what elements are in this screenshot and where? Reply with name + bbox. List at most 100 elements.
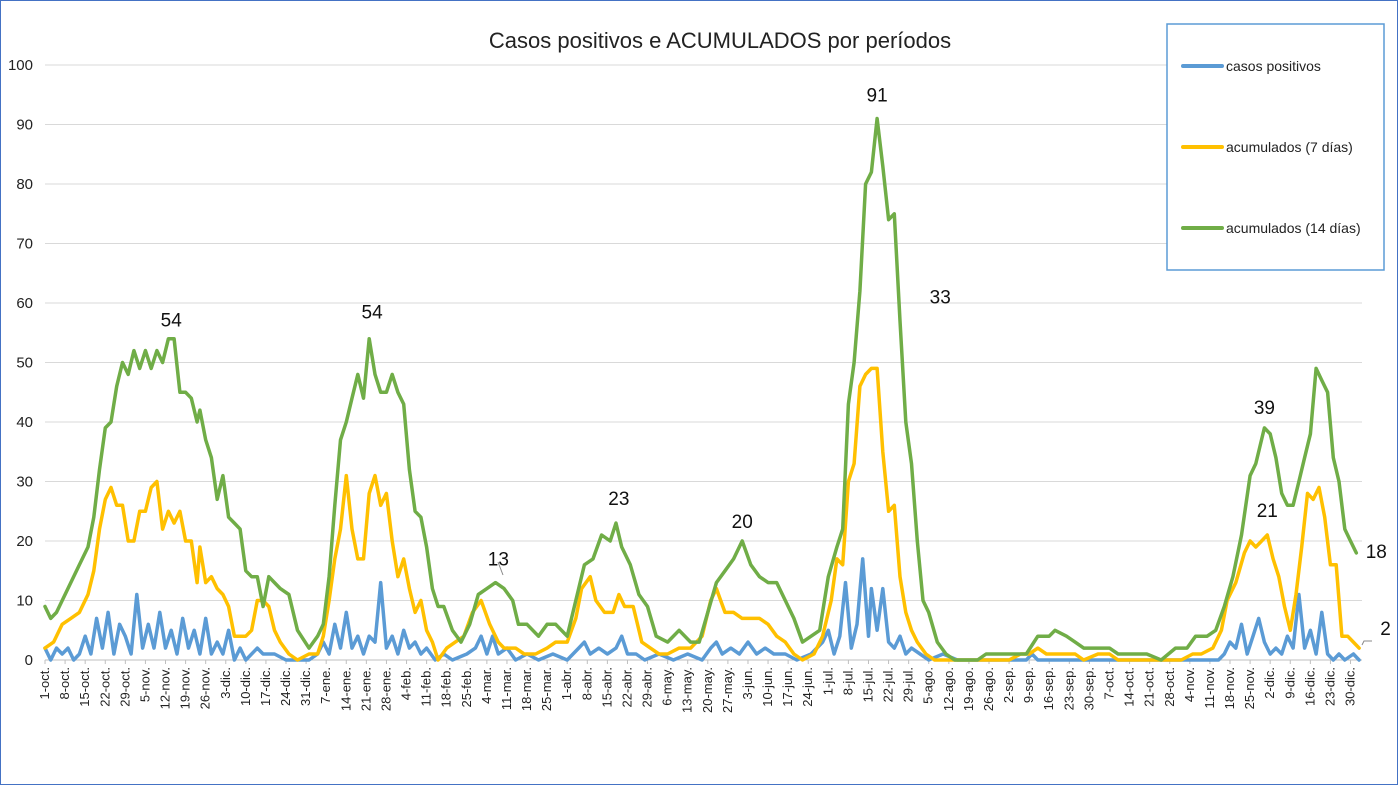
x-tick-label: 20-may. <box>700 667 715 713</box>
annotation-label: 39 <box>1254 398 1275 419</box>
x-axis-ticks: 1-oct. 8-oct. 15-oct. 22-oct. 29-oct. 5-nov. 1… <box>37 660 1358 713</box>
annotation-label: 54 <box>362 303 384 324</box>
x-tick-label: 25-nov. <box>1242 667 1257 709</box>
x-tick-label: 11-mar. <box>499 667 514 710</box>
x-tick-label: 2-dic. <box>1262 667 1277 699</box>
x-tick-label: 30-sep. <box>1081 667 1096 710</box>
annotation-label: 91 <box>867 86 888 107</box>
x-tick-label: 11-nov. <box>1202 667 1217 708</box>
x-tick-label: 13-may. <box>680 667 695 713</box>
x-tick-label: 30-dic. <box>1343 667 1358 706</box>
y-tick-label: 10 <box>16 593 33 610</box>
x-tick-label: 7-ene. <box>318 667 333 704</box>
x-tick-label: 29-abr. <box>640 667 655 707</box>
y-tick-label: 70 <box>16 236 33 253</box>
annotation-leader <box>1361 640 1372 646</box>
chart-title: Casos positivos e ACUMULADOS por período… <box>489 28 951 53</box>
x-tick-label: 1-jul. <box>820 667 835 695</box>
x-tick-label: 16-dic. <box>1302 667 1317 706</box>
annotations: 54 54 13 23 20 91 33 39 21 18 2 <box>161 86 1391 646</box>
x-tick-label: 1-oct. <box>37 667 52 700</box>
x-tick-label: 7-oct. <box>1102 667 1117 700</box>
x-tick-label: 23-dic. <box>1322 667 1337 706</box>
x-tick-label: 25-mar. <box>539 667 554 711</box>
x-tick-label: 26-nov. <box>198 667 213 709</box>
y-tick-label: 80 <box>16 176 33 193</box>
y-tick-label: 50 <box>16 355 33 372</box>
x-tick-label: 5-ago. <box>921 667 936 704</box>
y-tick-label: 20 <box>16 533 33 550</box>
x-tick-label: 15-jul. <box>860 667 875 702</box>
x-tick-label: 3-jun. <box>740 667 755 700</box>
x-tick-label: 12-nov. <box>158 667 173 709</box>
x-tick-label: 8-jul. <box>840 667 855 695</box>
y-tick-label: 0 <box>25 652 33 669</box>
x-tick-label: 19-ago. <box>961 667 976 711</box>
x-tick-label: 16-sep. <box>1041 667 1056 710</box>
x-tick-label: 9-sep. <box>1021 667 1036 703</box>
legend: casos positivos acumulados (7 días) acum… <box>1166 23 1385 271</box>
gridlines <box>45 64 1362 601</box>
x-tick-label: 6-may. <box>660 667 675 706</box>
y-tick-label: 40 <box>16 414 33 431</box>
legend-label-casos-positivos: casos positivos <box>1226 58 1321 74</box>
x-tick-label: 3-dic. <box>218 667 233 699</box>
x-tick-label: 18-mar. <box>519 667 534 711</box>
series-line-0 <box>43 557 1361 662</box>
x-tick-label: 4-feb. <box>399 667 414 700</box>
x-tick-label: 15-abr. <box>599 667 614 707</box>
annotation-label: 21 <box>1257 501 1278 522</box>
x-tick-label: 24-dic. <box>278 667 293 706</box>
x-tick-label: 19-nov. <box>178 667 193 709</box>
x-tick-label: 10-dic. <box>238 667 253 706</box>
x-tick-label: 23-sep. <box>1061 667 1076 710</box>
y-axis-ticks: 0 10 20 30 40 50 60 70 80 90 100 <box>8 57 33 669</box>
x-tick-label: 8-oct. <box>57 667 72 700</box>
x-tick-label: 31-dic. <box>298 667 313 706</box>
annotation-label: 54 <box>161 311 183 332</box>
x-tick-label: 26-ago. <box>981 667 996 711</box>
x-tick-label: 4-nov. <box>1182 667 1197 702</box>
x-tick-label: 17-dic. <box>258 667 273 706</box>
x-tick-label: 21-ene. <box>358 667 373 711</box>
x-tick-label: 14-ene. <box>338 667 353 711</box>
annotation-label: 2 <box>1380 619 1391 640</box>
x-tick-label: 18-nov. <box>1222 667 1237 709</box>
x-tick-label: 14-oct. <box>1122 667 1137 707</box>
x-tick-label: 17-jun. <box>780 667 795 707</box>
annotation-label: 13 <box>488 550 509 571</box>
x-tick-label: 18-feb. <box>439 667 454 707</box>
annotation-label: 20 <box>732 512 753 533</box>
legend-label-acumulados-7: acumulados (7 días) <box>1226 139 1353 155</box>
x-tick-label: 1-abr. <box>559 667 574 700</box>
series-lines <box>43 116 1361 662</box>
y-tick-label: 100 <box>8 57 33 74</box>
x-tick-label: 10-jun. <box>760 667 775 707</box>
x-tick-label: 27-may. <box>720 667 735 713</box>
x-tick-label: 25-feb. <box>459 667 474 707</box>
x-tick-label: 8-abr. <box>579 667 594 700</box>
x-tick-label: 2-sep. <box>1001 667 1016 703</box>
annotation-label: 23 <box>608 489 629 510</box>
annotation-leader <box>497 561 504 576</box>
x-tick-label: 28-ene. <box>378 667 393 711</box>
legend-label-acumulados-14: acumulados (14 días) <box>1226 220 1361 236</box>
x-tick-label: 15-oct. <box>77 667 92 707</box>
annotation-label: 18 <box>1366 542 1387 563</box>
series-line-2 <box>43 116 1359 662</box>
y-tick-label: 30 <box>16 474 33 491</box>
series-line-1 <box>43 366 1361 662</box>
x-tick-label: 9-dic. <box>1282 667 1297 699</box>
x-tick-label: 11-feb. <box>419 667 434 707</box>
x-tick-label: 28-oct. <box>1162 667 1177 707</box>
x-tick-label: 29-oct. <box>117 667 132 707</box>
y-tick-label: 60 <box>16 295 33 312</box>
x-tick-label: 24-jun. <box>800 667 815 707</box>
x-tick-label: 22-jul. <box>881 667 896 702</box>
y-tick-label: 90 <box>16 117 33 134</box>
x-tick-label: 5-nov. <box>137 667 152 702</box>
x-tick-label: 22-abr. <box>619 667 634 707</box>
x-tick-label: 29-jul. <box>901 667 916 702</box>
